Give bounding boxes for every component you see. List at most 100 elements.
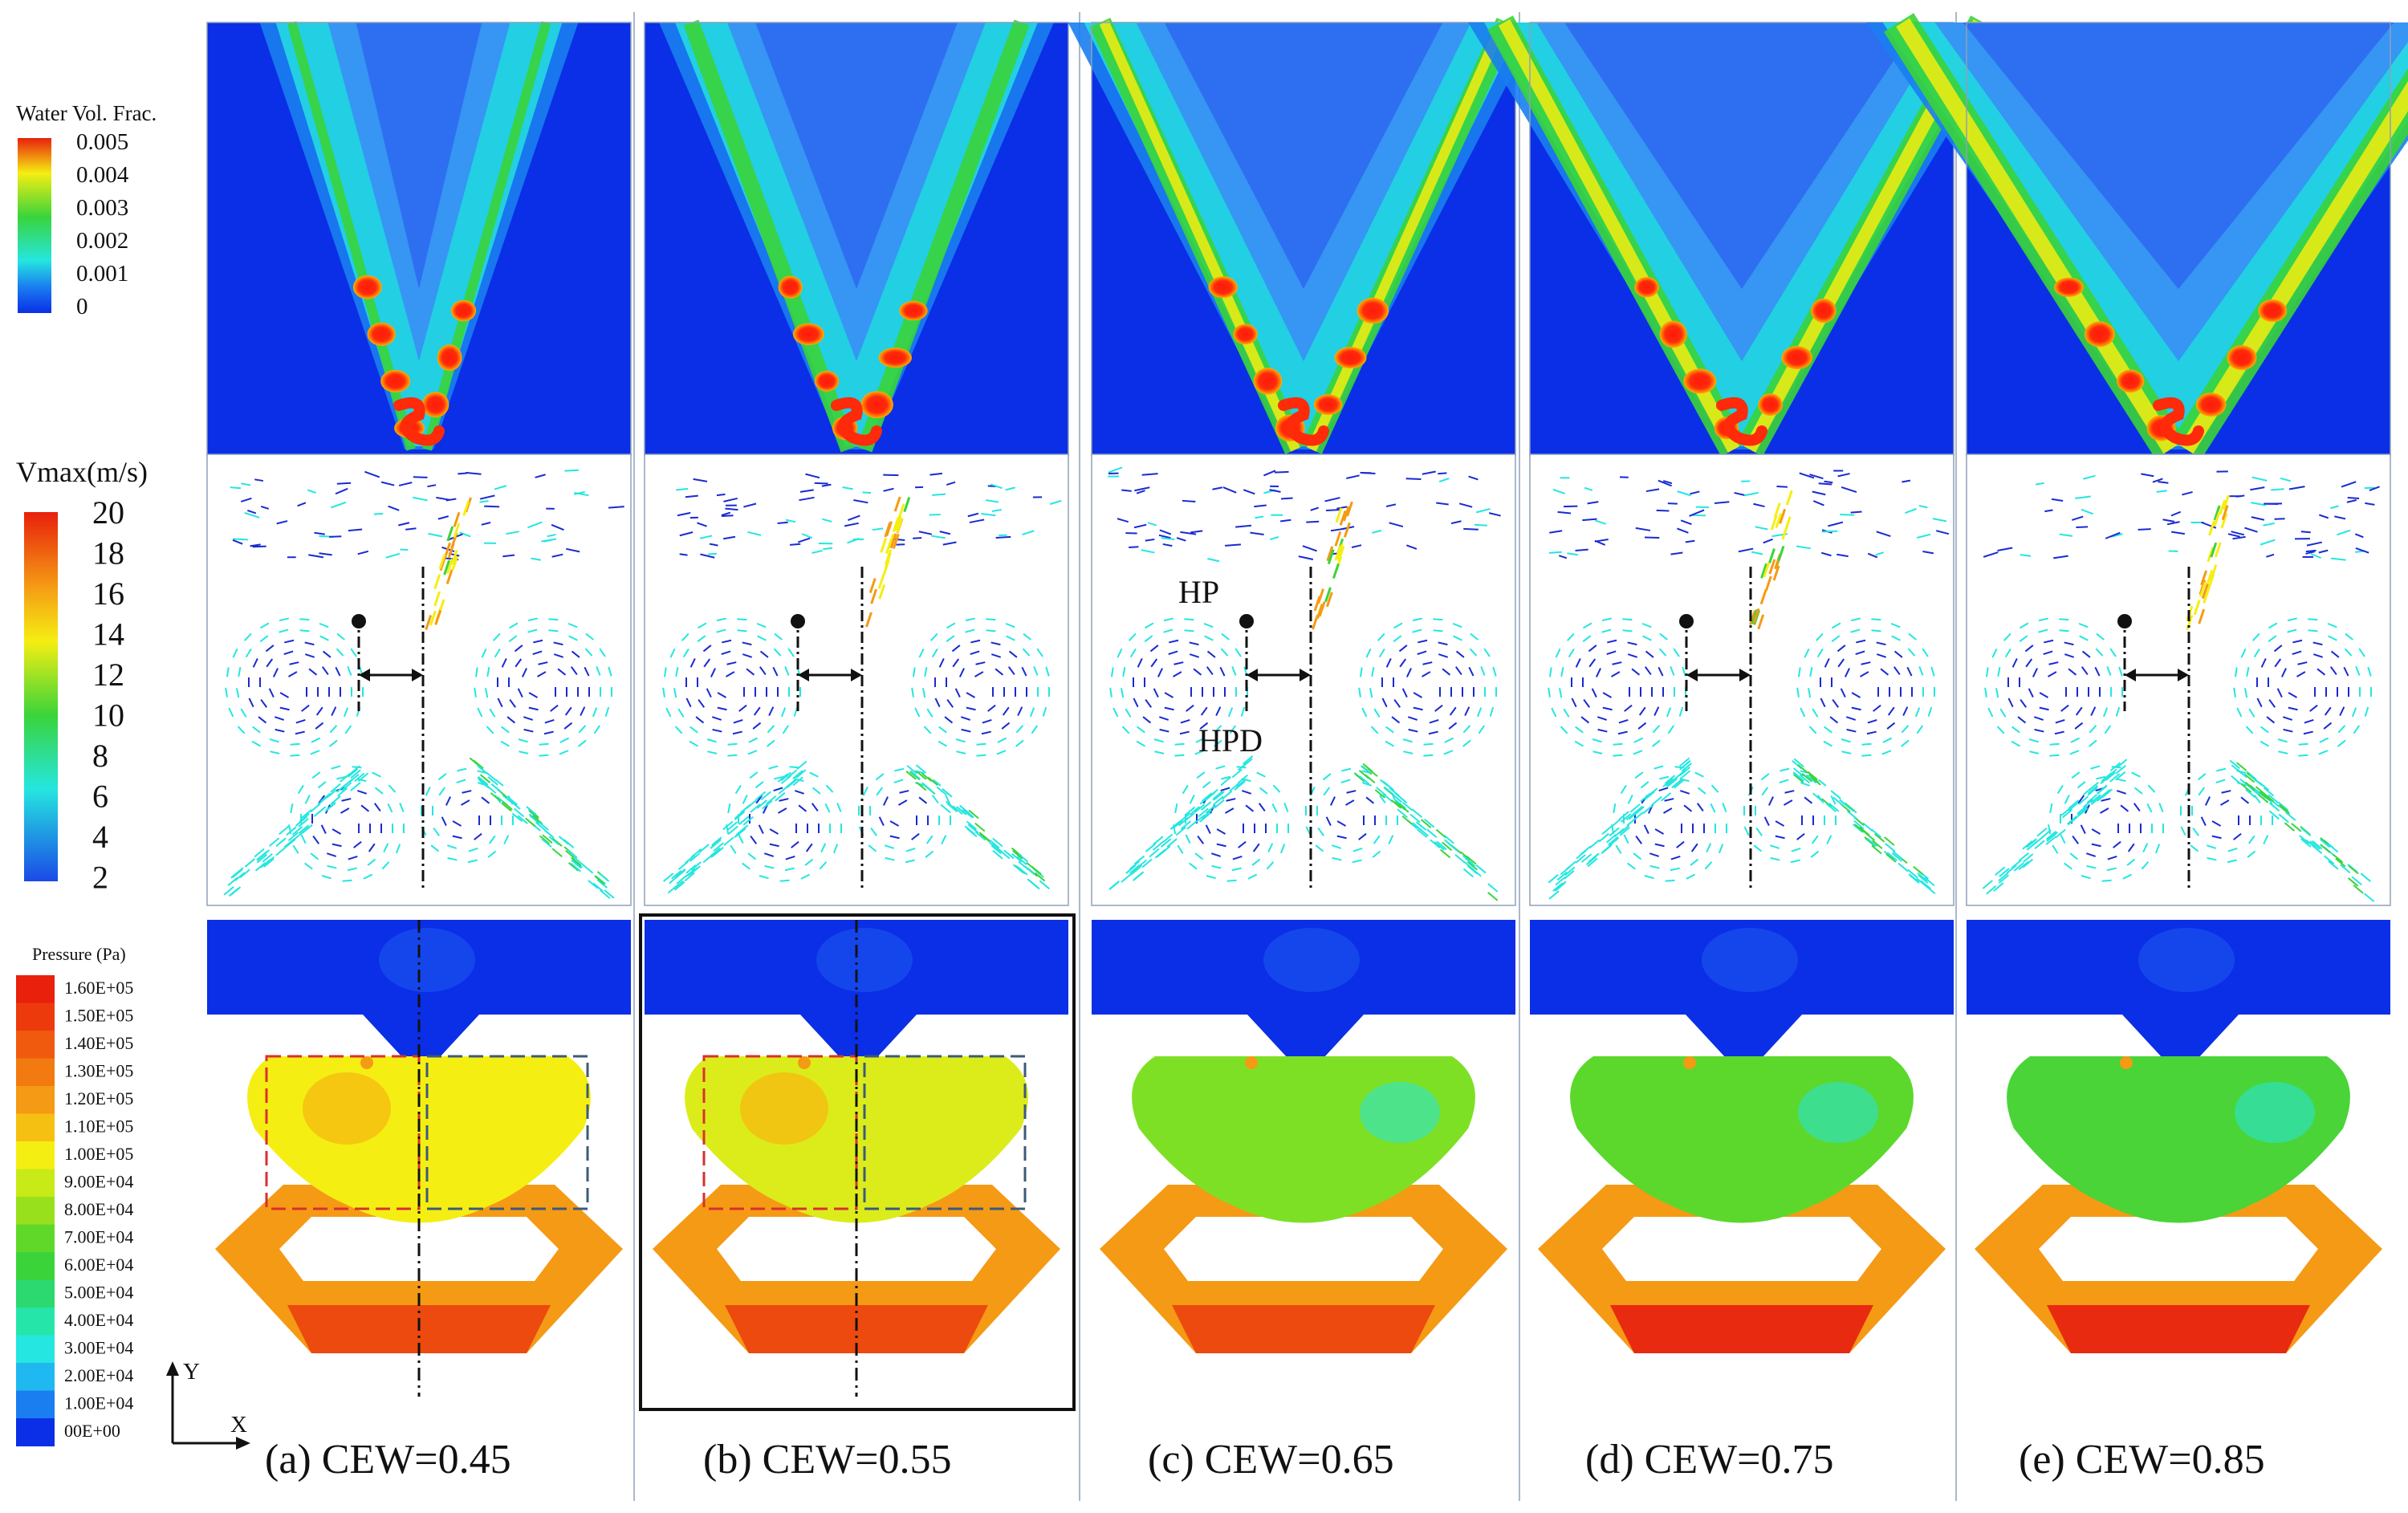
vector-arrow — [1423, 742, 1434, 746]
vector-arrow — [2006, 864, 2017, 874]
vector-arrow — [1772, 565, 1780, 581]
vector-arrow — [517, 688, 523, 698]
vector-arrow — [350, 782, 361, 791]
vector-arrow — [877, 573, 885, 589]
vector-arrow — [1924, 876, 1935, 887]
vector-arrow — [343, 707, 349, 718]
vector-arrow — [1274, 470, 1289, 474]
vector-arrow — [906, 765, 917, 775]
highlight-frame — [639, 913, 1076, 1411]
vector-arrow — [1229, 782, 1240, 792]
vector-arrow — [1259, 787, 1268, 795]
vector-arrow — [251, 740, 262, 747]
vector-arrow — [1825, 803, 1837, 812]
vector-arrow — [2029, 750, 2040, 754]
vector-arrow — [1152, 841, 1164, 851]
vector-arrow — [663, 667, 667, 677]
vector-arrow — [1346, 474, 1360, 480]
vector-arrow — [1408, 728, 1418, 733]
vector-arrow — [727, 742, 738, 746]
vector-arrow — [1796, 832, 1805, 840]
vector-arrow — [254, 848, 265, 858]
vector-arrow — [1651, 739, 1661, 747]
vector-arrow — [445, 498, 457, 502]
vector-arrow — [2207, 856, 2217, 861]
vector-arrow — [1377, 632, 1385, 641]
vector-arrow — [486, 771, 498, 782]
vector-arrow — [2221, 505, 2229, 521]
vector-arrow — [1453, 635, 1462, 641]
vector-arrow — [559, 750, 569, 755]
vector-arrow — [1820, 551, 1832, 557]
vector-arrow — [2076, 806, 2088, 815]
vector-arrow — [676, 875, 687, 885]
vector-arrow — [832, 844, 839, 854]
vector-arrow — [2025, 658, 2033, 668]
vector-arrow — [2206, 844, 2217, 849]
vector-arrow — [492, 632, 501, 641]
vector-arrow — [1121, 726, 1130, 734]
vector-arrow — [2053, 555, 2068, 559]
hpd-arrowhead-left — [798, 669, 809, 681]
vector-arrow — [523, 728, 534, 733]
vector-arrow — [995, 668, 1004, 676]
vector-arrow — [518, 738, 528, 743]
vector-arrow — [260, 505, 270, 510]
vector-arrow — [509, 698, 517, 708]
vector-arrow — [1177, 844, 1184, 854]
vector-arrow — [1256, 771, 1266, 778]
vector-arrow — [1679, 790, 1690, 795]
vector-arrow — [2087, 784, 2099, 795]
pressure-tick-label: 1.50E+05 — [64, 1006, 133, 1026]
vector-arrow — [1125, 864, 1137, 874]
vector-arrow — [1332, 563, 1340, 579]
vector-arrow — [2279, 805, 2291, 815]
vector-arrow — [1662, 778, 1674, 787]
vector-arrow — [348, 528, 363, 532]
vector-arrow — [2028, 738, 2039, 743]
vector-arrow — [671, 870, 682, 880]
water-droplet — [1683, 368, 1717, 394]
vector-arrow — [2246, 666, 2250, 677]
vector-arrow — [2038, 628, 2048, 633]
vector-arrow — [916, 781, 927, 791]
vector-arrow — [1166, 838, 1178, 848]
vector-arrow — [236, 688, 240, 698]
vector-arrow — [2022, 858, 2034, 868]
vector-arrow — [2221, 790, 2231, 794]
vector-arrow — [1613, 803, 1617, 814]
vector-arrow — [1133, 698, 1139, 708]
vector-arrow — [1808, 726, 1817, 734]
vector-arrow — [1809, 474, 1824, 480]
vector-arrow — [1342, 506, 1350, 522]
pressure-tick-label: 9.00E+04 — [64, 1172, 133, 1192]
vector-arrow — [1812, 792, 1824, 803]
vector-arrow — [662, 687, 665, 698]
pressure-tick-label: 1.20E+05 — [64, 1088, 133, 1108]
vector-arrow — [2158, 481, 2169, 484]
vector-arrow — [986, 618, 996, 621]
vector-arrow — [1633, 737, 1644, 743]
vector-arrow — [425, 615, 433, 630]
vector-arrow — [542, 834, 553, 844]
vector-arrow — [1549, 530, 1563, 534]
vector-arrow — [1169, 639, 1179, 644]
vector-arrow — [1412, 628, 1422, 633]
vector-arrow — [925, 850, 934, 858]
water-tick-label: 0.001 — [76, 261, 128, 287]
vector-arrow — [2266, 553, 2275, 558]
vector-arrow — [1108, 466, 1123, 474]
vector-arrow — [2162, 519, 2175, 523]
vector-arrow — [543, 828, 555, 839]
vector-arrow — [2340, 864, 2351, 874]
vector-arrow — [1767, 796, 1774, 806]
hpd-arrowhead-right — [851, 669, 862, 681]
pressure-color-step — [16, 1390, 55, 1419]
vector-arrow — [2219, 499, 2227, 515]
vector-arrow — [823, 547, 833, 551]
pressure-color-step — [16, 1335, 55, 1364]
vector-arrow — [711, 716, 722, 721]
vector-arrow — [2048, 671, 2057, 677]
vector-arrow — [2086, 864, 2097, 869]
vector-arrow — [1318, 601, 1326, 617]
